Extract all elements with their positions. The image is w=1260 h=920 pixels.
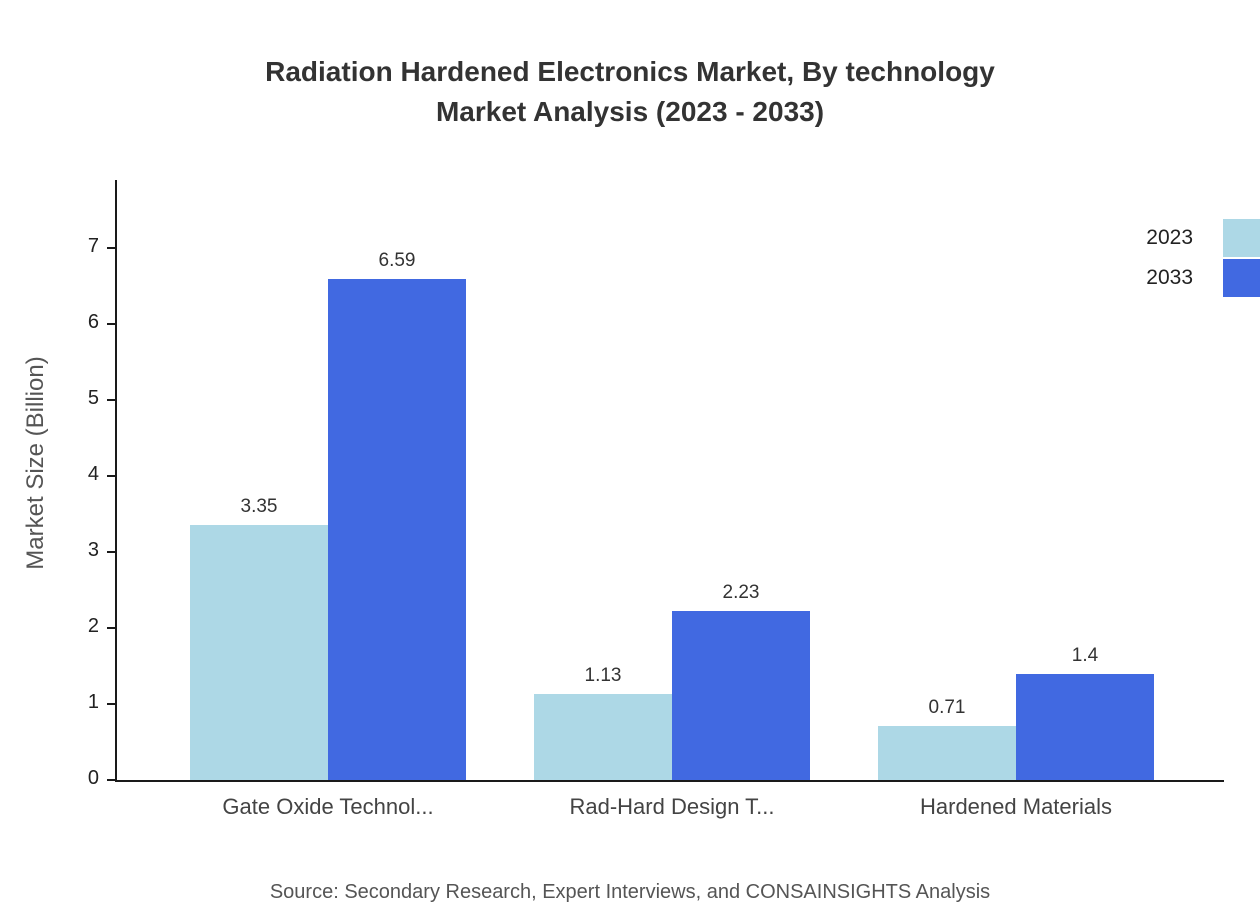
y-tick-mark bbox=[107, 779, 115, 781]
bar-2023-group2 bbox=[878, 726, 1016, 780]
bar-2033-group2 bbox=[1016, 674, 1154, 780]
legend-swatch-2023 bbox=[1223, 219, 1260, 257]
y-tick-label: 7 bbox=[87, 235, 99, 257]
x-category-label: Hardened Materials bbox=[920, 794, 1112, 819]
y-tick-label: 3 bbox=[87, 539, 99, 561]
y-tick-label: 4 bbox=[87, 463, 99, 485]
bar-value-label: 1.4 bbox=[1071, 645, 1099, 666]
legend-item-2023: 2023 bbox=[1146, 219, 1260, 257]
y-tick-label: 1 bbox=[87, 691, 99, 713]
chart-title: Radiation Hardened Electronics Market, B… bbox=[0, 52, 1260, 132]
y-tick-label: 5 bbox=[87, 387, 99, 409]
y-tick-mark bbox=[107, 323, 115, 325]
y-tick-mark bbox=[107, 703, 115, 705]
y-axis-title: Market Size (Billion) bbox=[22, 356, 49, 570]
legend-label-2033: 2033 bbox=[1146, 266, 1193, 289]
chart-title-line2: Market Analysis (2023 - 2033) bbox=[435, 96, 825, 127]
bar-value-label: 1.13 bbox=[584, 665, 622, 686]
legend: 2023 2033 bbox=[1146, 219, 1260, 297]
y-tick-mark bbox=[107, 551, 115, 553]
y-tick-mark bbox=[107, 627, 115, 629]
y-tick-mark bbox=[107, 399, 115, 401]
source-note: Source: Secondary Research, Expert Inter… bbox=[269, 881, 991, 903]
legend-swatch-2033 bbox=[1223, 259, 1260, 297]
y-tick-label: 2 bbox=[87, 615, 99, 637]
bar-value-label: 3.35 bbox=[240, 496, 278, 517]
bar-2033-group0 bbox=[328, 279, 466, 780]
y-tick-mark bbox=[107, 475, 115, 477]
bar-2023-group0 bbox=[190, 525, 328, 780]
y-tick-label: 0 bbox=[87, 767, 99, 789]
bar-2033-group1 bbox=[672, 611, 810, 780]
y-tick-mark bbox=[107, 247, 115, 249]
x-category-label: Rad-Hard Design T... bbox=[569, 794, 775, 819]
chart-title-line1: Radiation Hardened Electronics Market, B… bbox=[265, 56, 995, 87]
legend-item-2033: 2033 bbox=[1146, 259, 1260, 297]
plot-area: 0 1 2 3 4 5 6 7 3.35 6.59 Gate Oxide Technol... 1.… bbox=[88, 180, 1224, 819]
x-category-label: Gate Oxide Technol... bbox=[222, 794, 434, 819]
y-tick-label: 6 bbox=[87, 311, 99, 333]
bar-value-label: 2.23 bbox=[722, 582, 760, 603]
bar-2023-group1 bbox=[534, 694, 672, 780]
legend-label-2023: 2023 bbox=[1146, 226, 1193, 249]
bar-value-label: 0.71 bbox=[928, 697, 966, 718]
bar-value-label: 6.59 bbox=[378, 250, 416, 271]
